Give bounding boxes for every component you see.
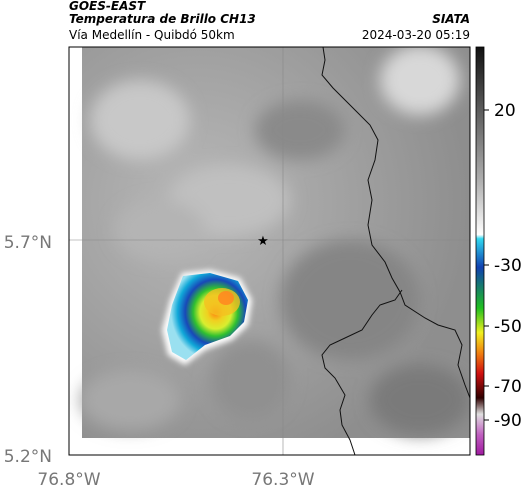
lon-tick-label: 76.8°W [37,470,100,490]
boundary-line [321,47,470,399]
colorbar-tick-label: -50 [494,317,522,337]
lat-tick-label: 5.2°N [4,447,52,467]
convective-cell [162,270,252,365]
colorbar-tick-label: -70 [494,377,522,397]
product-title: Temperatura de Brillo CH13 [69,12,256,26]
region-label: Vía Medellín - Quibdó 50km [69,28,235,42]
lat-tick-label: 5.7°N [4,233,52,253]
satellite-title: GOES-EAST [69,0,146,13]
river-line [321,289,403,455]
colorbar-tick-label: -90 [494,411,522,431]
datetime-label: 2024-03-20 05:19 [361,28,470,42]
colorbar-tick-label: 20 [494,101,516,121]
colorbar-tick-label: -30 [494,256,522,276]
colorbar: 20 -30 -50 -70 -90 [475,46,522,456]
star-icon: ★ [257,234,269,249]
satellite-image: ★ [69,47,470,455]
org-label: SIATA [432,12,470,26]
lon-tick-label: 76.3°W [251,470,314,490]
